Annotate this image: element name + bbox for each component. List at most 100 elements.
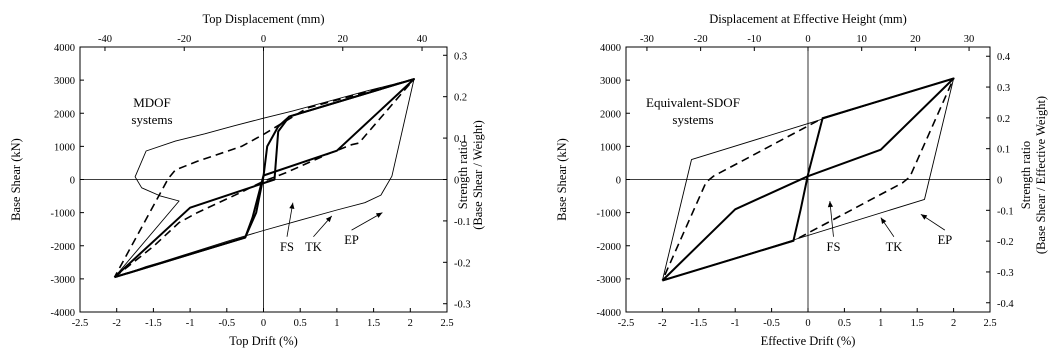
y2-tick-label: 0.1 [997, 145, 1010, 156]
y2-tick-label: -0.1 [454, 217, 471, 228]
series-arrowhead-fs [289, 202, 295, 210]
y2-tick-label: 0.3 [454, 51, 467, 62]
chart-annotation: MDOF [133, 95, 171, 110]
x-tick-label: -2.5 [72, 318, 89, 329]
x-tick-label: 1 [334, 318, 339, 329]
y-tick-label: -1000 [597, 209, 622, 220]
y2-tick-label: 0.2 [997, 114, 1010, 125]
x-axis-title: Top Drift (%) [229, 334, 298, 348]
series-arrowhead-ep [920, 214, 928, 220]
y2-axis-title: Strength ratio [1019, 141, 1033, 209]
series-label-fs: FS [280, 240, 294, 254]
y-tick-label: -4000 [597, 308, 622, 319]
series-label-ep: EP [344, 233, 359, 247]
series-label-ep: EP [938, 233, 953, 247]
x-tick-label: -2 [112, 318, 121, 329]
y2-tick-label: 0.4 [997, 52, 1011, 63]
series-label-tk: TK [886, 240, 903, 254]
x-tick-label: 0.5 [294, 318, 307, 329]
x2-tick-label: -40 [98, 34, 112, 45]
y-tick-label: 2000 [600, 109, 621, 120]
x2-tick-label: -30 [640, 34, 654, 45]
x-tick-label: 0.5 [838, 318, 851, 329]
y2-axis-title: (Base Shear / Weight) [471, 120, 485, 230]
chart-annotation: systems [672, 112, 713, 127]
y-tick-label: 3000 [54, 76, 75, 87]
x-tick-label: 1 [878, 318, 883, 329]
x2-tick-label: 10 [856, 34, 867, 45]
y2-tick-label: 0 [454, 176, 459, 187]
x-axis-title: Effective Drift (%) [761, 334, 856, 348]
y-tick-label: 0 [70, 176, 75, 187]
y-tick-label: 1000 [600, 142, 621, 153]
x2-axis-title: Top Displacement (mm) [202, 12, 324, 26]
x2-tick-label: 0 [261, 34, 266, 45]
y-axis-title: Base Shear (kN) [555, 138, 569, 221]
x2-tick-label: -20 [177, 34, 191, 45]
series-label-fs: FS [827, 240, 841, 254]
x-tick-label: -1.5 [145, 318, 162, 329]
y2-tick-label: 0.1 [454, 134, 467, 145]
x-tick-label: -0.5 [218, 318, 235, 329]
chart-annotation: systems [131, 112, 172, 127]
x2-tick-label: -10 [747, 34, 761, 45]
x2-axis-title: Displacement at Effective Height (mm) [709, 12, 907, 26]
y-tick-label: 4000 [54, 43, 75, 54]
x-tick-label: -1 [186, 318, 195, 329]
x-tick-label: 2 [951, 318, 956, 329]
x2-tick-label: -20 [694, 34, 708, 45]
y-tick-label: 4000 [600, 43, 621, 54]
x2-tick-label: 30 [964, 34, 975, 45]
y2-tick-label: 0 [997, 176, 1002, 187]
y-tick-label: -1000 [51, 209, 76, 220]
x-tick-label: -2.5 [618, 318, 635, 329]
series-tk [113, 78, 415, 278]
chart-mdof: -2.5 -2 -1.5 -1 -0.5 0 0.5 1 1.5 2 2.5-4000-3000-2… [9, 12, 485, 348]
y2-tick-label: -0.3 [454, 300, 471, 311]
y-tick-label: 1000 [54, 142, 75, 153]
x-tick-label: -1.5 [690, 318, 707, 329]
y-tick-label: -2000 [51, 242, 76, 253]
y2-axis-title: (Base Shear / Effective Weight) [1034, 96, 1048, 254]
x2-tick-label: 0 [805, 34, 810, 45]
y-tick-label: 0 [616, 176, 621, 187]
y-tick-label: -3000 [51, 275, 76, 286]
y-tick-label: -2000 [597, 242, 622, 253]
x-tick-label: 2 [408, 318, 413, 329]
y-tick-label: -4000 [51, 308, 76, 319]
y2-tick-label: -0.2 [454, 258, 471, 269]
y2-tick-label: 0.2 [454, 93, 467, 104]
series-arrowhead-ep [375, 212, 383, 218]
y2-tick-label: -0.2 [997, 237, 1014, 248]
x-tick-label: -1 [731, 318, 740, 329]
x2-tick-label: 20 [338, 34, 349, 45]
y-tick-label: -3000 [597, 275, 622, 286]
x-tick-label: 2.5 [440, 318, 453, 329]
x2-tick-label: 40 [417, 34, 428, 45]
y-tick-label: 3000 [600, 76, 621, 87]
series-fs [661, 77, 955, 282]
x-tick-label: 0 [805, 318, 810, 329]
chart-annotation: Equivalent-SDOF [646, 95, 740, 110]
series-arrowhead-tk [880, 217, 887, 225]
series-arrowhead-fs [827, 201, 834, 208]
x-tick-label: -2 [658, 318, 667, 329]
y-tick-label: 2000 [54, 109, 75, 120]
x-tick-label: -0.5 [763, 318, 780, 329]
y2-tick-label: -0.4 [997, 299, 1014, 310]
x-tick-label: 1.5 [367, 318, 380, 329]
chart-equivalent-sdof: -2.5 -2 -1.5 -1 -0.5 0 0.5 1 1.5 2 2.5-4000-3000-2… [555, 12, 1048, 348]
y-axis-title: Base Shear (kN) [9, 138, 23, 221]
series-segment-3 [114, 78, 415, 279]
series-arrowhead-tk [325, 215, 332, 223]
x-tick-label: 2.5 [983, 318, 996, 329]
series-label-tk: TK [305, 240, 322, 254]
x-tick-label: 0 [261, 318, 266, 329]
y2-tick-label: 0.3 [997, 83, 1010, 94]
y2-tick-label: -0.1 [997, 206, 1014, 217]
y2-axis-title: Strength ratio [456, 141, 470, 209]
y2-tick-label: -0.3 [997, 268, 1014, 279]
x2-tick-label: 20 [910, 34, 921, 45]
x-tick-label: 1.5 [911, 318, 924, 329]
